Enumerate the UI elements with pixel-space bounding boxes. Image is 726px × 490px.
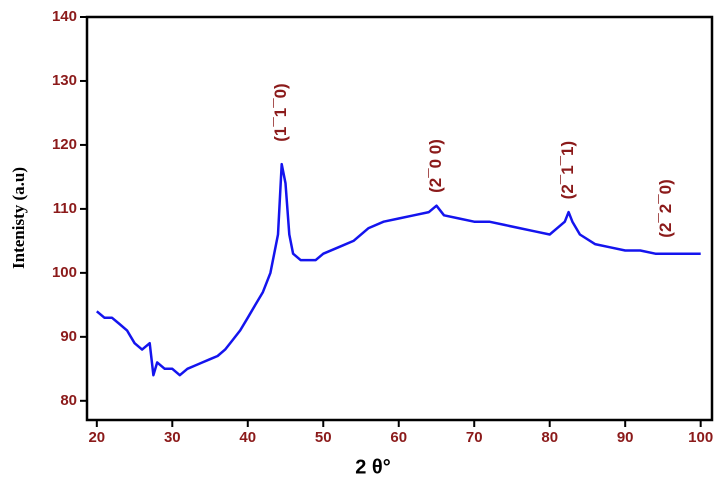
y-tick-label: 80: [60, 392, 77, 409]
x-tick-label: 70: [466, 429, 483, 446]
peak-label: (2¯1¯1): [558, 141, 577, 199]
x-axis-label: 2 θ°: [355, 456, 391, 478]
plot-frame: [85, 15, 714, 422]
x-tick-label: 90: [617, 429, 634, 446]
x-tick-label: 100: [688, 429, 713, 446]
x-tick-label: 20: [88, 429, 105, 446]
y-tick-label: 120: [52, 136, 77, 153]
peak-label: (2¯2¯0): [656, 179, 675, 237]
x-tick-label: 50: [315, 429, 332, 446]
y-axis-label: Intenisty (a.u): [9, 167, 28, 269]
data-line: [95, 162, 701, 377]
peak-label: (2¯0 0): [426, 139, 445, 193]
y-tick-label: 110: [53, 200, 77, 217]
peak-label: (1¯1¯0): [271, 83, 290, 141]
y-tick-label: 100: [52, 264, 77, 281]
x-tick-label: 30: [164, 429, 181, 446]
y-tick-label: 130: [52, 72, 77, 89]
x-tick-label: 60: [390, 429, 407, 446]
y-tick-label: 90: [60, 328, 77, 345]
x-tick-label: 40: [239, 429, 256, 446]
x-tick-label: 80: [541, 429, 558, 446]
y-tick-label: 140: [52, 8, 77, 25]
